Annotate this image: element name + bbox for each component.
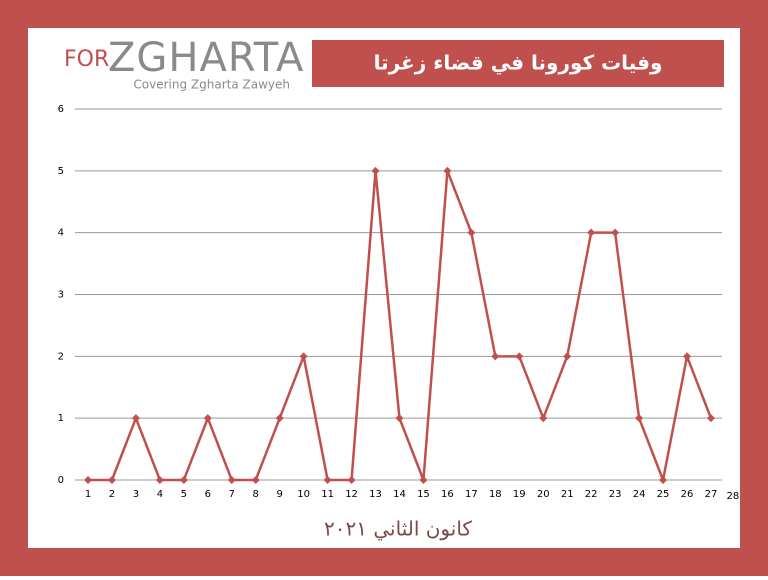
x-tick-label: 10 [297, 489, 310, 500]
data-point [706, 414, 715, 423]
title-box [312, 40, 724, 87]
x-tick-label: 17 [465, 489, 478, 500]
data-point [443, 166, 452, 175]
x-axis-title: كانون الثاني ٢٠٢١ [324, 517, 472, 542]
x-tick-label: 18 [489, 489, 502, 500]
data-point [371, 166, 380, 175]
y-tick-label: 4 [58, 228, 64, 239]
data-point [179, 476, 188, 484]
x-tick-label: 20 [537, 489, 550, 500]
x-tick-label: 12 [345, 489, 358, 500]
y-tick-label: 5 [58, 166, 64, 177]
x-tick-label: 6 [205, 489, 211, 500]
x-tick-label: 7 [229, 489, 235, 500]
data-point [155, 476, 164, 484]
x-tick-label: 27 [705, 489, 718, 500]
x-tick-label: 26 [681, 489, 694, 500]
x-tick-label: 23 [609, 489, 622, 500]
x-tick-label: 25 [657, 489, 670, 500]
data-point [107, 476, 116, 484]
x-tick-label: 2 [109, 489, 115, 500]
x-tick-label: 11 [321, 489, 334, 500]
x-tick-label: 9 [276, 489, 282, 500]
x-tick-label: 1 [85, 489, 91, 500]
data-point [467, 228, 476, 237]
data-point [419, 476, 428, 484]
data-point [227, 476, 236, 484]
y-tick-label: 6 [58, 104, 64, 115]
chart-title: وفيات كورونا في قضاء زغرتا [374, 51, 663, 76]
y-tick-label: 3 [58, 290, 64, 301]
logo-prefix: FOR [64, 47, 109, 72]
y-tick-label: 2 [58, 351, 64, 362]
x-tick-label: 21 [561, 489, 574, 500]
panel [28, 28, 740, 548]
data-point [587, 228, 596, 237]
y-tick-label: 1 [58, 413, 64, 424]
y-tick-label: 0 [58, 475, 64, 486]
data-point [683, 352, 691, 361]
data-point [515, 352, 524, 361]
x-tick-label: 15 [417, 489, 430, 500]
x-tick-label: 4 [157, 489, 163, 500]
x-tick-label: 28 [727, 491, 740, 502]
x-tick-label: 24 [633, 489, 646, 500]
data-point [323, 476, 332, 484]
data-point [563, 352, 572, 361]
data-point [275, 414, 284, 423]
data-point [539, 414, 548, 423]
data-point [203, 414, 212, 423]
x-tick-label: 22 [585, 489, 598, 500]
data-point [491, 352, 500, 361]
x-tick-label: 3 [133, 489, 139, 500]
data-point [131, 414, 140, 423]
logo-name: ZGHARTA [108, 35, 304, 81]
data-point [347, 476, 356, 484]
x-tick-label: 14 [393, 489, 406, 500]
data-point [84, 476, 92, 484]
x-tick-label: 19 [513, 489, 526, 500]
logo-tagline: Covering Zgharta Zawyeh [133, 78, 290, 92]
data-point [635, 414, 644, 423]
data-point [611, 228, 620, 237]
data-point [659, 476, 668, 484]
x-tick-label: 5 [181, 489, 187, 500]
data-point [395, 414, 404, 423]
data-point [299, 352, 308, 361]
data-point [251, 476, 260, 484]
x-tick-label: 16 [441, 489, 454, 500]
x-tick-label: 13 [369, 489, 382, 500]
x-tick-label: 8 [253, 489, 259, 500]
